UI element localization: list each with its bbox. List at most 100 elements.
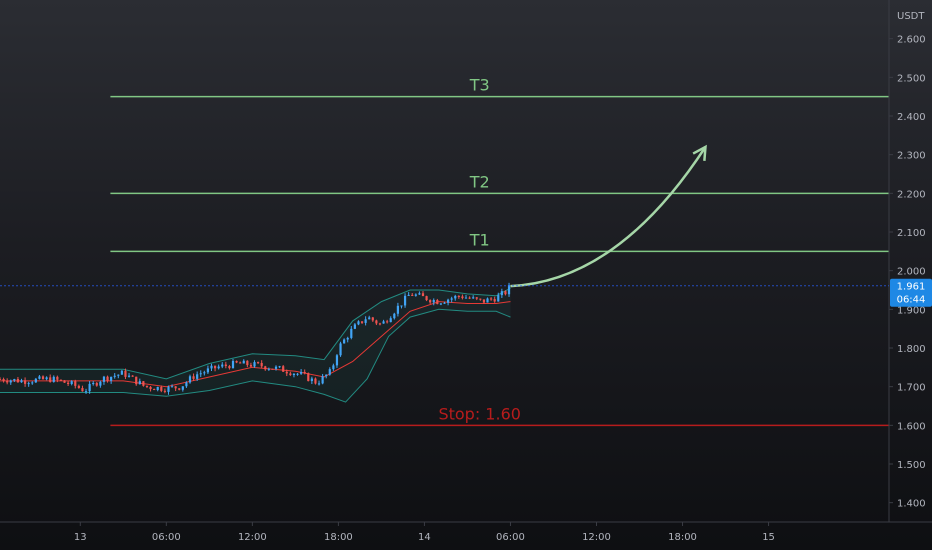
candle-body xyxy=(411,294,414,296)
candle-body xyxy=(124,370,127,377)
candle-body xyxy=(63,380,66,383)
candle-body xyxy=(260,362,263,367)
candle-body xyxy=(468,297,471,299)
candle-body xyxy=(418,293,421,295)
candle-body xyxy=(393,313,396,319)
candle-body xyxy=(450,298,453,300)
candle-body xyxy=(210,365,213,369)
candle-body xyxy=(500,291,503,296)
candle-body xyxy=(360,321,364,323)
candle-body xyxy=(300,371,303,374)
candle-body xyxy=(45,377,48,380)
candle-body xyxy=(221,364,224,367)
candle-body xyxy=(181,386,184,390)
x-tick-label: 12:00 xyxy=(582,532,611,543)
candle-body xyxy=(271,368,274,370)
candle-body xyxy=(67,382,70,384)
candle-body xyxy=(16,379,20,383)
y-tick-label: 2.600 xyxy=(897,35,926,46)
candle-body xyxy=(27,383,30,385)
candle-body xyxy=(185,382,188,387)
candle-body xyxy=(353,324,356,329)
candle-body xyxy=(196,374,199,379)
candle-body xyxy=(346,337,349,340)
candle-body xyxy=(81,387,84,392)
candle-body xyxy=(486,298,489,303)
candle-body xyxy=(396,305,399,314)
candle-body xyxy=(38,376,41,379)
candle-body xyxy=(339,343,342,356)
candle-body xyxy=(343,339,346,344)
y-tick-label: 2.100 xyxy=(897,228,926,239)
candle-body xyxy=(389,318,392,323)
candle-body xyxy=(99,381,102,386)
x-tick-label: 15 xyxy=(762,532,775,543)
candle-body xyxy=(88,383,91,392)
candle-body xyxy=(375,320,378,324)
candle-body xyxy=(117,374,120,376)
candle-body xyxy=(335,355,339,366)
projection-curve[interactable] xyxy=(510,146,707,288)
candle-body xyxy=(497,295,500,302)
projection-arrow xyxy=(510,144,707,288)
x-tick-label: 06:00 xyxy=(496,532,525,543)
candle-body xyxy=(479,298,482,300)
candle-body xyxy=(224,364,227,367)
bollinger-lower xyxy=(0,308,511,403)
level-label: T2 xyxy=(469,172,490,191)
candle-body xyxy=(206,368,210,373)
candle-body xyxy=(242,360,245,364)
candle-body xyxy=(289,373,292,376)
y-tick-label: 1.700 xyxy=(897,383,926,394)
candle-body xyxy=(307,373,310,382)
candle-body xyxy=(92,383,95,385)
candle-body xyxy=(490,298,493,300)
candle-body xyxy=(199,373,202,375)
candle-body xyxy=(278,366,281,368)
candle-body xyxy=(457,295,460,297)
bollinger-bands xyxy=(0,287,511,403)
bar-countdown: 06:44 xyxy=(897,295,926,306)
x-tick-label: 14 xyxy=(418,532,431,543)
candle-body xyxy=(310,378,313,382)
y-tick-label: 1.800 xyxy=(897,344,926,355)
currency-label: USDT xyxy=(897,11,925,22)
candle-body xyxy=(285,371,288,374)
candle-body xyxy=(0,378,2,380)
projection-arrowhead xyxy=(692,144,707,161)
candle-body xyxy=(303,371,306,374)
candle-body xyxy=(403,295,407,306)
candle-body xyxy=(192,376,195,379)
y-tick-label: 1.600 xyxy=(897,421,926,432)
candle-body xyxy=(149,386,152,390)
candle-body xyxy=(142,381,145,386)
candle-body xyxy=(400,305,403,307)
level-label: T3 xyxy=(469,76,490,95)
candle-body xyxy=(364,319,367,323)
candle-body xyxy=(317,383,321,385)
candle-body xyxy=(472,297,475,299)
candle-body xyxy=(443,302,446,304)
candle-body xyxy=(163,390,166,392)
candle-body xyxy=(378,323,382,325)
candle-body xyxy=(231,360,235,369)
candle-body xyxy=(52,376,55,382)
bollinger-fill xyxy=(0,288,511,403)
candle-body xyxy=(110,376,113,381)
candle-body xyxy=(314,378,317,384)
candle-body xyxy=(102,376,106,382)
candle-body xyxy=(439,303,443,305)
candle-body xyxy=(239,362,242,364)
candle-body xyxy=(461,296,464,299)
candle-body xyxy=(178,388,181,390)
candle-body xyxy=(153,389,156,391)
candle-body xyxy=(429,300,432,303)
y-tick-label: 1.500 xyxy=(897,460,926,471)
price-tag-background xyxy=(890,278,932,307)
candle-body xyxy=(170,386,174,388)
candle-body xyxy=(49,377,52,382)
candle-body xyxy=(131,375,134,377)
candle-body xyxy=(9,380,12,383)
